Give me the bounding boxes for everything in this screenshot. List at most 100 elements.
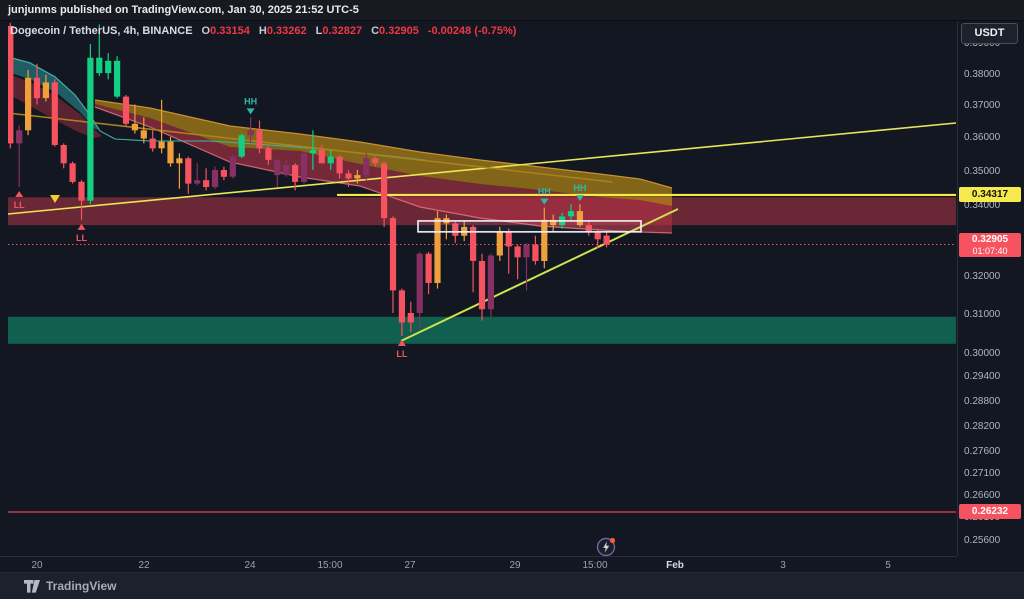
- candle: [523, 244, 530, 258]
- candle: [416, 253, 423, 313]
- candle: [372, 158, 379, 164]
- olive-top-line: [94, 99, 673, 189]
- candle: [487, 255, 494, 310]
- maroon-cloud: [95, 104, 672, 233]
- hh-marker-triangle: [575, 195, 584, 202]
- symbol-legend[interactable]: Dogecoin / TetherUS, 4h, BINANCE O0.3315…: [10, 25, 516, 37]
- hh-marker-triangle: [540, 198, 549, 205]
- price-axis[interactable]: 0.390000.380000.370000.360000.350000.340…: [957, 22, 1024, 556]
- tradingview-logo[interactable]: TradingView: [24, 579, 116, 593]
- hh-marker-label: HH: [538, 187, 551, 197]
- price-tick: 0.26600: [964, 489, 1001, 501]
- consolidation-box: [417, 220, 642, 233]
- hh-marker-triangle: [246, 108, 255, 115]
- candle: [220, 170, 227, 177]
- candle: [381, 163, 388, 219]
- footer-strip: TradingView: [0, 572, 1024, 599]
- candle: [363, 158, 370, 176]
- candle: [114, 60, 121, 97]
- candle: [229, 156, 236, 177]
- time-tick: 3: [780, 560, 786, 571]
- time-tick: 5: [885, 560, 891, 571]
- ll-marker-label: LL: [14, 200, 25, 210]
- candle: [265, 148, 272, 160]
- notification-dot: [609, 537, 616, 544]
- publish-bar: junjunms published on TradingView.com, J…: [0, 0, 1024, 21]
- level-price-tag: 0.26232: [959, 504, 1021, 520]
- candle: [470, 226, 477, 261]
- candle: [585, 225, 592, 233]
- price-tick: 0.27100: [964, 467, 1001, 479]
- candle: [176, 158, 183, 164]
- yellow-signal-triangle: [50, 195, 60, 203]
- price-tick: 0.31000: [964, 308, 1001, 320]
- candle: [42, 82, 49, 99]
- candle: [274, 160, 281, 176]
- candle: [25, 77, 32, 131]
- trendline-steep-rising-green: [400, 208, 679, 342]
- candle: [452, 223, 459, 236]
- price-tick: 0.36000: [964, 132, 1001, 144]
- time-tick: 20: [31, 560, 43, 571]
- candle: [345, 173, 352, 179]
- candle: [256, 130, 263, 149]
- candle: [16, 130, 23, 144]
- price-tick: 0.28200: [964, 420, 1001, 432]
- candle: [434, 218, 441, 283]
- candle: [354, 175, 361, 179]
- candle: [318, 150, 325, 164]
- candle: [496, 232, 503, 256]
- ll-marker-triangle: [15, 190, 24, 197]
- candle: [96, 57, 103, 74]
- candle: [78, 181, 85, 201]
- candle: [131, 123, 138, 131]
- demand-zone: [8, 316, 956, 344]
- currency-toggle-button[interactable]: USDT: [961, 23, 1018, 44]
- level-price-tag: 0.34317: [959, 187, 1021, 203]
- candle: [336, 156, 343, 174]
- candle: [194, 180, 201, 184]
- time-tick: 27: [404, 560, 416, 571]
- candle: [167, 141, 174, 164]
- candle: [238, 135, 245, 157]
- current-price-tag: 0.32905 01:07:40: [959, 232, 1021, 257]
- candle: [550, 219, 557, 226]
- candle: [541, 219, 548, 261]
- candle: [69, 163, 76, 182]
- symbol-title: Dogecoin / TetherUS, 4h, BINANCE: [10, 25, 193, 37]
- candle: [203, 180, 210, 187]
- time-tick: 15:00: [582, 560, 608, 571]
- price-tick: 0.30000: [964, 347, 1001, 359]
- candle: [576, 211, 583, 226]
- candle: [567, 211, 575, 217]
- economic-events-icon[interactable]: [595, 535, 619, 559]
- candle: [158, 141, 165, 149]
- candle: [140, 130, 147, 139]
- price-tick: 0.38000: [964, 68, 1001, 80]
- price-tick: 0.25600: [964, 534, 1001, 546]
- candle: [87, 57, 94, 201]
- price-tick: 0.29400: [964, 371, 1001, 383]
- price-change: -0.00248 (-0.75%): [427, 25, 517, 37]
- ohlc-low: L0.32827: [315, 25, 363, 37]
- candle: [105, 60, 112, 74]
- tv-glyph-icon: [24, 579, 40, 593]
- candle: [389, 218, 397, 291]
- tradingview-logo-text: TradingView: [46, 579, 117, 593]
- pink-edge-line: [94, 106, 673, 234]
- ohlc-high: H0.33262: [258, 25, 307, 37]
- candle: [33, 77, 41, 99]
- lightning-bolt-icon: [603, 541, 610, 553]
- price-tick: 0.34000: [964, 199, 1001, 211]
- time-axis[interactable]: 20 22 24 15:00 27 29 15:00 Feb 3 5: [0, 556, 957, 573]
- candle: [292, 165, 299, 182]
- ll-marker-label: LL: [76, 233, 87, 243]
- ohlc-close: C0.32905: [371, 25, 419, 37]
- candle: [122, 96, 130, 124]
- candle: [60, 145, 67, 164]
- candle: [505, 232, 512, 247]
- candle: [185, 158, 192, 184]
- candle: [398, 290, 405, 323]
